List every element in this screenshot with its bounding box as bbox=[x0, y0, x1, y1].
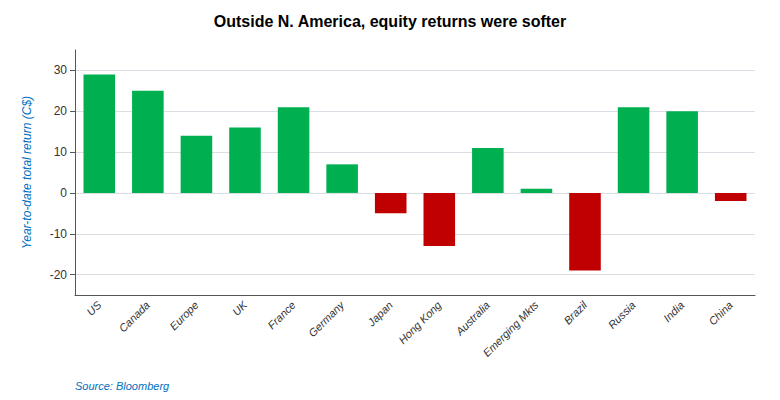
svg-text:US: US bbox=[84, 298, 104, 318]
svg-text:-20: -20 bbox=[50, 268, 68, 282]
svg-text:20: 20 bbox=[54, 104, 68, 118]
svg-text:China: China bbox=[706, 299, 735, 328]
svg-text:Russia: Russia bbox=[606, 299, 638, 331]
svg-text:-10: -10 bbox=[50, 227, 68, 241]
svg-text:Europe: Europe bbox=[167, 299, 201, 333]
svg-text:Brazil: Brazil bbox=[561, 298, 589, 326]
svg-text:Source: Bloomberg: Source: Bloomberg bbox=[75, 380, 170, 392]
svg-text:Japan: Japan bbox=[365, 299, 395, 329]
svg-text:10: 10 bbox=[54, 145, 68, 159]
svg-text:Year-to-date total return (C$): Year-to-date total return (C$) bbox=[20, 96, 34, 249]
svg-text:Emerging Mkts: Emerging Mkts bbox=[480, 298, 541, 359]
svg-text:India: India bbox=[661, 299, 686, 324]
svg-text:UK: UK bbox=[230, 298, 250, 318]
svg-text:Canada: Canada bbox=[116, 299, 152, 335]
svg-text:France: France bbox=[265, 299, 298, 332]
svg-text:Outside N. America, equity ret: Outside N. America, equity returns were … bbox=[214, 13, 566, 30]
svg-text:30: 30 bbox=[54, 63, 68, 77]
svg-text:Hong Kong: Hong Kong bbox=[396, 298, 444, 346]
svg-text:Australia: Australia bbox=[453, 299, 492, 338]
svg-text:0: 0 bbox=[60, 186, 67, 200]
svg-text:Germany: Germany bbox=[306, 298, 347, 339]
